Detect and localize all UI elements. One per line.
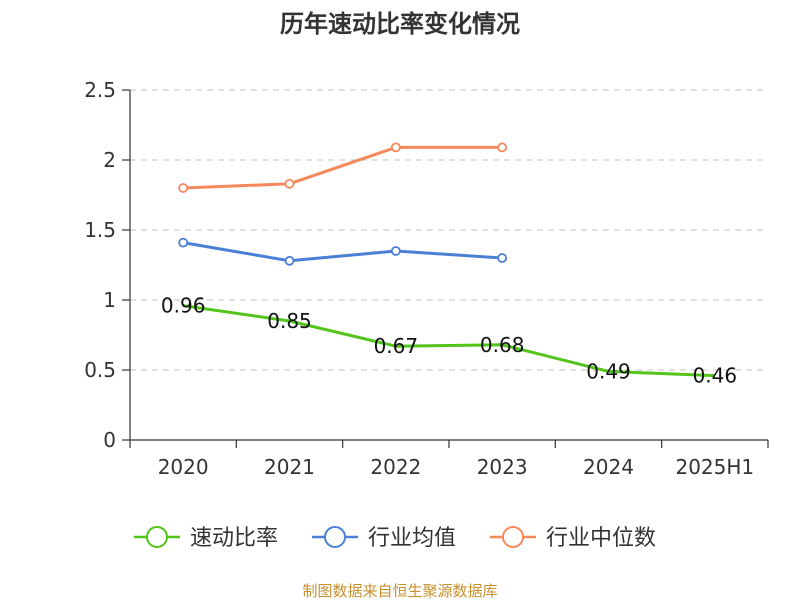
legend-item: 速动比率 [134,526,278,551]
data-label: 0.49 [586,359,631,383]
y-tick-label: 2 [103,148,116,172]
data-label: 0.46 [693,364,738,388]
data-point [497,142,508,153]
data-point [284,178,295,189]
data-label: 0.67 [374,334,419,358]
x-tick-label: 2022 [370,455,421,479]
data-labels: 0.96 0.85 0.67 0.68 0.49 0.46 [161,294,737,388]
axes: 0 0.5 1 1.5 2 2.5 2020 2021 2022 2023 2024 2025H1 [84,78,769,479]
legend-label: 行业均值 [368,526,456,551]
legend-label: 速动比率 [190,526,278,551]
data-label: 0.85 [267,309,312,333]
chart-title: 历年速动比率变化情况 [280,10,520,38]
x-tick-label: 2024 [583,455,634,479]
legend-swatch-marker [502,526,524,548]
y-tick-label: 2.5 [84,78,116,102]
data-label: 0.96 [161,294,206,318]
data-point [497,253,508,263]
series-line-0 [182,304,715,378]
y-tick-label: 0 [103,428,116,452]
series-layer [178,142,715,378]
data-point [178,183,189,193]
series-line-1 [182,241,503,263]
gridlines [130,89,768,371]
data-point [178,237,189,248]
data-point [284,255,295,266]
legend: 速动比率 行业均值 行业中位数 [134,526,656,551]
legend-item: 行业中位数 [490,526,656,551]
x-tick-label: 2023 [477,455,528,479]
x-tick-label: 2025H1 [675,455,754,479]
source-note: 制图数据来自恒生聚源数据库 [302,582,497,600]
data-point [390,246,401,256]
data-label: 0.68 [480,333,525,357]
y-tick-label: 1.5 [84,218,116,242]
x-tick-label: 2020 [158,455,209,479]
legend-swatch-marker [324,526,346,548]
legend-label: 行业中位数 [546,526,656,551]
y-tick-label: 0.5 [84,358,116,382]
x-tick-label: 2021 [264,455,315,479]
data-point [390,142,401,153]
legend-swatch-marker [146,526,168,548]
y-tick-label: 1 [103,288,116,312]
legend-item: 行业均值 [312,526,456,551]
series-line-2 [183,145,503,190]
